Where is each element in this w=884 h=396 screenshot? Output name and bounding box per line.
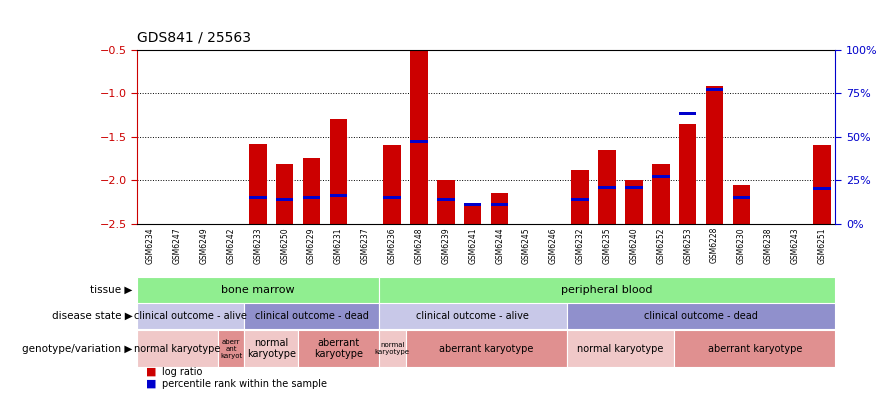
Bar <box>491 193 508 224</box>
Bar <box>598 186 616 188</box>
Bar <box>217 330 245 367</box>
Bar <box>384 196 401 199</box>
Bar <box>410 50 428 224</box>
Bar <box>567 303 835 329</box>
Text: GSM6243: GSM6243 <box>790 227 800 264</box>
Text: GSM6230: GSM6230 <box>737 227 746 264</box>
Text: GSM6252: GSM6252 <box>656 227 666 264</box>
Text: GSM6250: GSM6250 <box>280 227 289 264</box>
Text: normal
karyotype: normal karyotype <box>375 342 409 355</box>
Bar <box>813 145 831 224</box>
Text: peripheral blood: peripheral blood <box>561 285 652 295</box>
Bar <box>406 330 567 367</box>
Bar <box>733 196 751 199</box>
Bar <box>705 88 723 91</box>
Text: GSM6229: GSM6229 <box>307 227 316 264</box>
Bar <box>571 198 589 201</box>
Text: GSM6228: GSM6228 <box>710 227 719 263</box>
Text: bone marrow: bone marrow <box>221 285 294 295</box>
Text: GSM6238: GSM6238 <box>764 227 773 264</box>
Text: aberrant karyotype: aberrant karyotype <box>707 344 802 354</box>
Text: GSM6234: GSM6234 <box>146 227 155 264</box>
Text: clinical outcome - dead: clinical outcome - dead <box>255 311 369 321</box>
Bar <box>733 185 751 224</box>
Bar <box>674 330 835 367</box>
Text: normal karyotype: normal karyotype <box>577 344 664 354</box>
Bar <box>137 303 245 329</box>
Bar <box>330 194 347 197</box>
Text: GSM6246: GSM6246 <box>549 227 558 264</box>
Text: GSM6253: GSM6253 <box>683 227 692 264</box>
Text: GSM6237: GSM6237 <box>361 227 370 264</box>
Text: GSM6236: GSM6236 <box>388 227 397 264</box>
Text: clinical outcome - alive: clinical outcome - alive <box>416 311 530 321</box>
Text: tissue ▶: tissue ▶ <box>90 285 133 295</box>
Bar <box>464 206 482 224</box>
Text: GSM6239: GSM6239 <box>441 227 451 264</box>
Text: GSM6235: GSM6235 <box>603 227 612 264</box>
Bar <box>378 303 567 329</box>
Text: percentile rank within the sample: percentile rank within the sample <box>162 379 327 389</box>
Text: GSM6231: GSM6231 <box>334 227 343 264</box>
Bar <box>438 198 454 201</box>
Text: normal
karyotype: normal karyotype <box>247 338 296 360</box>
Text: GSM6240: GSM6240 <box>629 227 638 264</box>
Bar <box>813 187 831 190</box>
Bar <box>303 196 320 199</box>
Text: GSM6245: GSM6245 <box>522 227 531 264</box>
Bar <box>491 203 508 206</box>
Text: GSM6247: GSM6247 <box>172 227 182 264</box>
Text: GSM6233: GSM6233 <box>254 227 263 264</box>
Bar <box>625 186 643 188</box>
Text: clinical outcome - alive: clinical outcome - alive <box>134 311 248 321</box>
Text: genotype/variation ▶: genotype/variation ▶ <box>22 344 133 354</box>
Bar <box>598 150 616 224</box>
Text: aberr
ant
karyot: aberr ant karyot <box>220 339 242 359</box>
Bar <box>567 330 674 367</box>
Bar <box>303 158 320 224</box>
Bar <box>679 112 697 116</box>
Text: disease state ▶: disease state ▶ <box>52 311 133 321</box>
Text: GSM6248: GSM6248 <box>415 227 423 264</box>
Text: GDS841 / 25563: GDS841 / 25563 <box>137 31 251 45</box>
Text: log ratio: log ratio <box>162 367 202 377</box>
Text: GSM6249: GSM6249 <box>200 227 209 264</box>
Bar <box>330 119 347 224</box>
Text: GSM6244: GSM6244 <box>495 227 504 264</box>
Bar <box>438 180 454 224</box>
Text: ■: ■ <box>146 367 156 377</box>
Text: clinical outcome - dead: clinical outcome - dead <box>644 311 758 321</box>
Text: GSM6232: GSM6232 <box>575 227 584 264</box>
Bar <box>410 140 428 143</box>
Bar <box>137 330 217 367</box>
Text: GSM6251: GSM6251 <box>818 227 827 264</box>
Bar <box>464 203 482 206</box>
Bar <box>384 145 401 224</box>
Bar <box>249 196 267 199</box>
Text: GSM6242: GSM6242 <box>226 227 235 264</box>
Bar <box>652 164 669 224</box>
Bar <box>276 164 293 224</box>
Bar <box>137 277 378 303</box>
Bar <box>245 330 298 367</box>
Bar <box>378 330 406 367</box>
Text: aberrant karyotype: aberrant karyotype <box>439 344 533 354</box>
Bar <box>245 303 378 329</box>
Bar <box>276 198 293 201</box>
Bar <box>249 144 267 224</box>
Text: aberrant
karyotype: aberrant karyotype <box>314 338 363 360</box>
Bar <box>378 277 835 303</box>
Bar <box>652 175 669 178</box>
Bar <box>679 124 697 224</box>
Bar <box>705 86 723 224</box>
Text: ■: ■ <box>146 379 156 389</box>
Text: normal karyotype: normal karyotype <box>134 344 220 354</box>
Bar <box>571 170 589 224</box>
Bar <box>298 330 378 367</box>
Text: GSM6241: GSM6241 <box>469 227 477 264</box>
Bar <box>625 180 643 224</box>
